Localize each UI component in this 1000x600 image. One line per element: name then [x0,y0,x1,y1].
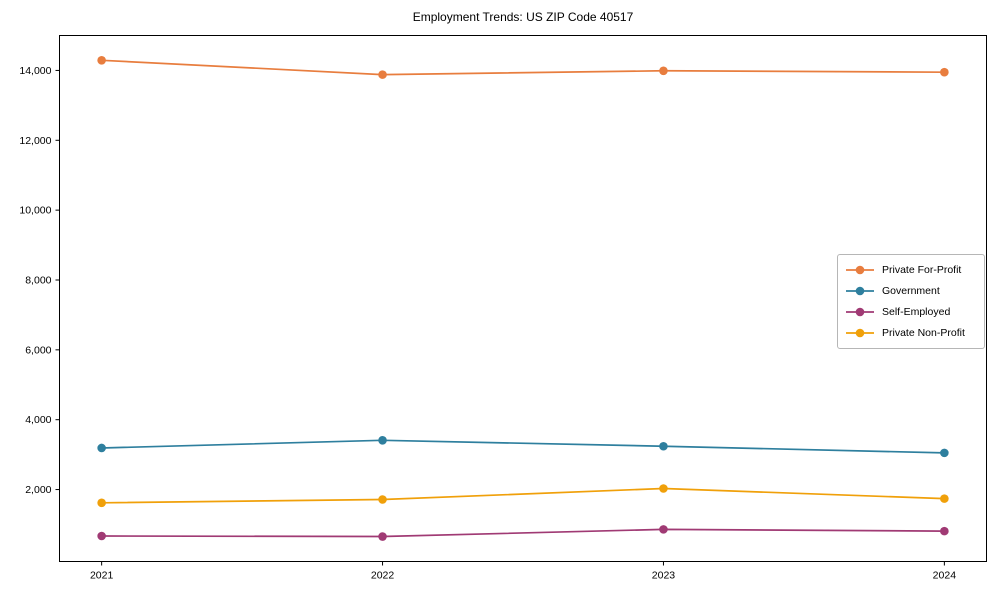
series-marker-government [378,436,387,445]
series-marker-private-for-profit [378,70,387,79]
plot-frame [59,35,987,562]
y-axis-tick-label: 2,000 [25,484,51,496]
y-axis-tick-label: 10,000 [19,205,51,217]
chart-title: Employment Trends: US ZIP Code 40517 [412,10,634,24]
series-marker-self-employed [97,531,106,541]
series-marker-government [97,443,106,453]
legend-item-government: Government [845,281,974,302]
series-line-government [100,439,946,454]
series-marker-self-employed [659,525,668,534]
y-axis-tick-label: 4,000 [25,414,51,426]
series-marker-private-non-profit [659,484,668,493]
y-axis-tick-label: 8,000 [25,274,51,286]
x-axis-tick-label: 2023 [652,570,676,582]
series-marker-self-employed [378,532,387,541]
legend-label: Government [882,285,940,298]
series-marker-private-non-profit [378,495,387,504]
legend-marker-icon [846,286,874,296]
series-marker-self-employed [940,526,949,536]
series-line-self-employed [100,528,946,538]
series-marker-private-non-profit [940,494,949,503]
legend-label: Private For-Profit [882,264,962,277]
y-axis-tick-label: 6,000 [25,344,51,356]
legend-item-private-non-profit: Private Non-Profit [845,322,974,343]
x-axis-tick-label: 2022 [371,570,395,582]
series-line-private-for-profit [100,59,946,76]
series-line-private-non-profit [100,487,946,504]
series-marker-government [940,448,949,458]
legend-marker-icon [846,307,874,317]
x-axis-tick-label: 2024 [933,570,957,582]
y-axis-tick-label: 12,000 [19,135,51,147]
legend: Private For-Profit Government Self-Employe… [837,254,985,349]
y-axis-tick-label: 14,000 [19,65,51,77]
legend-marker-icon [846,266,874,275]
x-axis-tick-label: 2021 [90,570,114,582]
series-marker-private-for-profit [97,55,106,65]
series-marker-government [659,441,668,451]
legend-label: Self-Employed [882,305,951,318]
series-marker-private-non-profit [97,498,106,508]
legend-item-self-employed: Self-Employed [845,302,974,323]
legend-label: Private Non-Profit [882,326,965,339]
series-marker-private-for-profit [659,66,668,76]
legend-marker-icon [846,328,874,337]
legend-item-private-for-profit: Private For-Profit [845,260,974,281]
series-marker-private-for-profit [940,67,949,77]
